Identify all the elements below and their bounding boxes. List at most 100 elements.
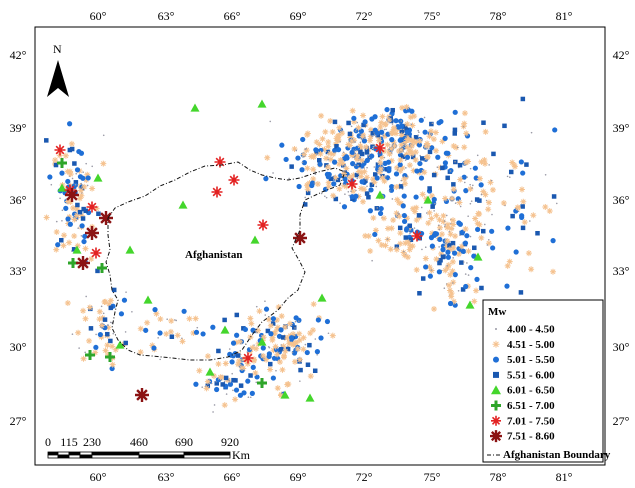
- event-marker: [334, 144, 339, 149]
- event-marker: [402, 180, 409, 187]
- event-marker: [493, 356, 499, 363]
- event-marker: [109, 321, 112, 324]
- event-marker: [446, 264, 449, 267]
- event-marker: [190, 103, 200, 112]
- event-marker: [247, 315, 254, 322]
- event-marker: [215, 360, 222, 367]
- event-marker: [71, 233, 78, 240]
- event-marker: [186, 315, 193, 322]
- event-marker: [505, 225, 511, 231]
- event-marker: [379, 129, 385, 135]
- event-marker: [371, 259, 373, 262]
- event-marker: [98, 322, 105, 329]
- event-marker: [335, 177, 341, 183]
- event-marker: [235, 353, 241, 358]
- event-marker: [433, 210, 435, 212]
- event-marker: [64, 168, 71, 175]
- event-marker: [303, 147, 310, 154]
- event-marker: [491, 385, 501, 395]
- event-marker: [391, 124, 398, 131]
- event-marker: [214, 381, 220, 386]
- event-marker: [244, 360, 251, 367]
- event-marker: [393, 130, 400, 137]
- event-marker: [290, 331, 297, 338]
- event-marker: [153, 310, 160, 317]
- event-marker: [491, 151, 496, 157]
- event-marker: [422, 255, 429, 262]
- event-marker: [359, 179, 365, 185]
- event-marker: [324, 318, 331, 325]
- event-marker: [86, 201, 98, 213]
- event-marker: [467, 274, 470, 276]
- event-marker: [318, 335, 324, 341]
- event-marker: [438, 246, 440, 248]
- event-marker: [98, 334, 105, 341]
- event-marker: [459, 260, 464, 265]
- event-marker: [400, 203, 406, 209]
- event-marker: [304, 196, 307, 199]
- event-marker: [290, 341, 297, 348]
- event-marker: [438, 231, 445, 238]
- event-marker: [305, 393, 315, 402]
- event-marker: [508, 169, 514, 175]
- event-marker: [351, 137, 358, 144]
- event-marker: [95, 268, 100, 274]
- event-marker: [459, 234, 461, 236]
- event-marker: [82, 245, 89, 252]
- north-arrow: N: [47, 42, 69, 97]
- event-marker: [430, 204, 435, 209]
- event-marker: [469, 235, 472, 238]
- event-marker: [377, 159, 384, 166]
- event-marker: [436, 216, 443, 223]
- event-marker: [252, 369, 259, 376]
- event-marker: [279, 366, 286, 373]
- event-marker: [91, 165, 94, 168]
- event-marker: [411, 138, 418, 145]
- event-marker: [360, 112, 367, 119]
- scale-segment: [47, 454, 59, 459]
- event-marker: [327, 117, 334, 124]
- light-star-icon: [492, 340, 500, 348]
- event-marker: [414, 168, 420, 174]
- event-marker: [237, 338, 244, 345]
- red-asterisk-icon: [491, 415, 501, 426]
- event-marker: [309, 327, 316, 334]
- event-marker: [316, 353, 318, 356]
- event-marker: [305, 190, 311, 196]
- event-marker: [109, 365, 115, 372]
- left-latitude-ticks: 42° 39° 36° 33° 30° 27°: [10, 48, 27, 428]
- event-marker: [465, 248, 472, 255]
- event-marker: [366, 166, 368, 169]
- event-marker: [364, 191, 370, 196]
- event-marker: [489, 186, 496, 193]
- event-marker: [53, 246, 60, 253]
- event-marker: [144, 319, 151, 326]
- event-marker: [409, 150, 416, 157]
- event-marker: [420, 276, 426, 281]
- event-marker: [224, 377, 231, 384]
- event-marker: [76, 195, 83, 202]
- legend-item-label: 6.01 - 6.50: [507, 385, 555, 397]
- event-marker: [280, 390, 290, 399]
- event-marker: [299, 380, 301, 382]
- event-marker: [100, 305, 103, 308]
- event-marker: [423, 143, 430, 150]
- event-marker: [111, 287, 117, 293]
- tick-label: 78°: [490, 470, 507, 484]
- event-marker: [481, 228, 486, 234]
- event-marker: [445, 249, 451, 255]
- event-marker: [354, 156, 361, 163]
- event-marker: [403, 235, 409, 240]
- event-marker: [393, 210, 400, 217]
- event-marker: [181, 308, 187, 314]
- event-marker: [193, 329, 200, 335]
- event-marker: [348, 134, 355, 141]
- event-marker: [397, 212, 399, 214]
- event-marker: [320, 192, 323, 195]
- event-marker: [449, 268, 456, 275]
- event-marker: [381, 133, 388, 140]
- event-marker: [302, 202, 308, 207]
- event-marker: [404, 133, 409, 139]
- event-marker: [300, 334, 307, 341]
- event-marker: [93, 344, 99, 351]
